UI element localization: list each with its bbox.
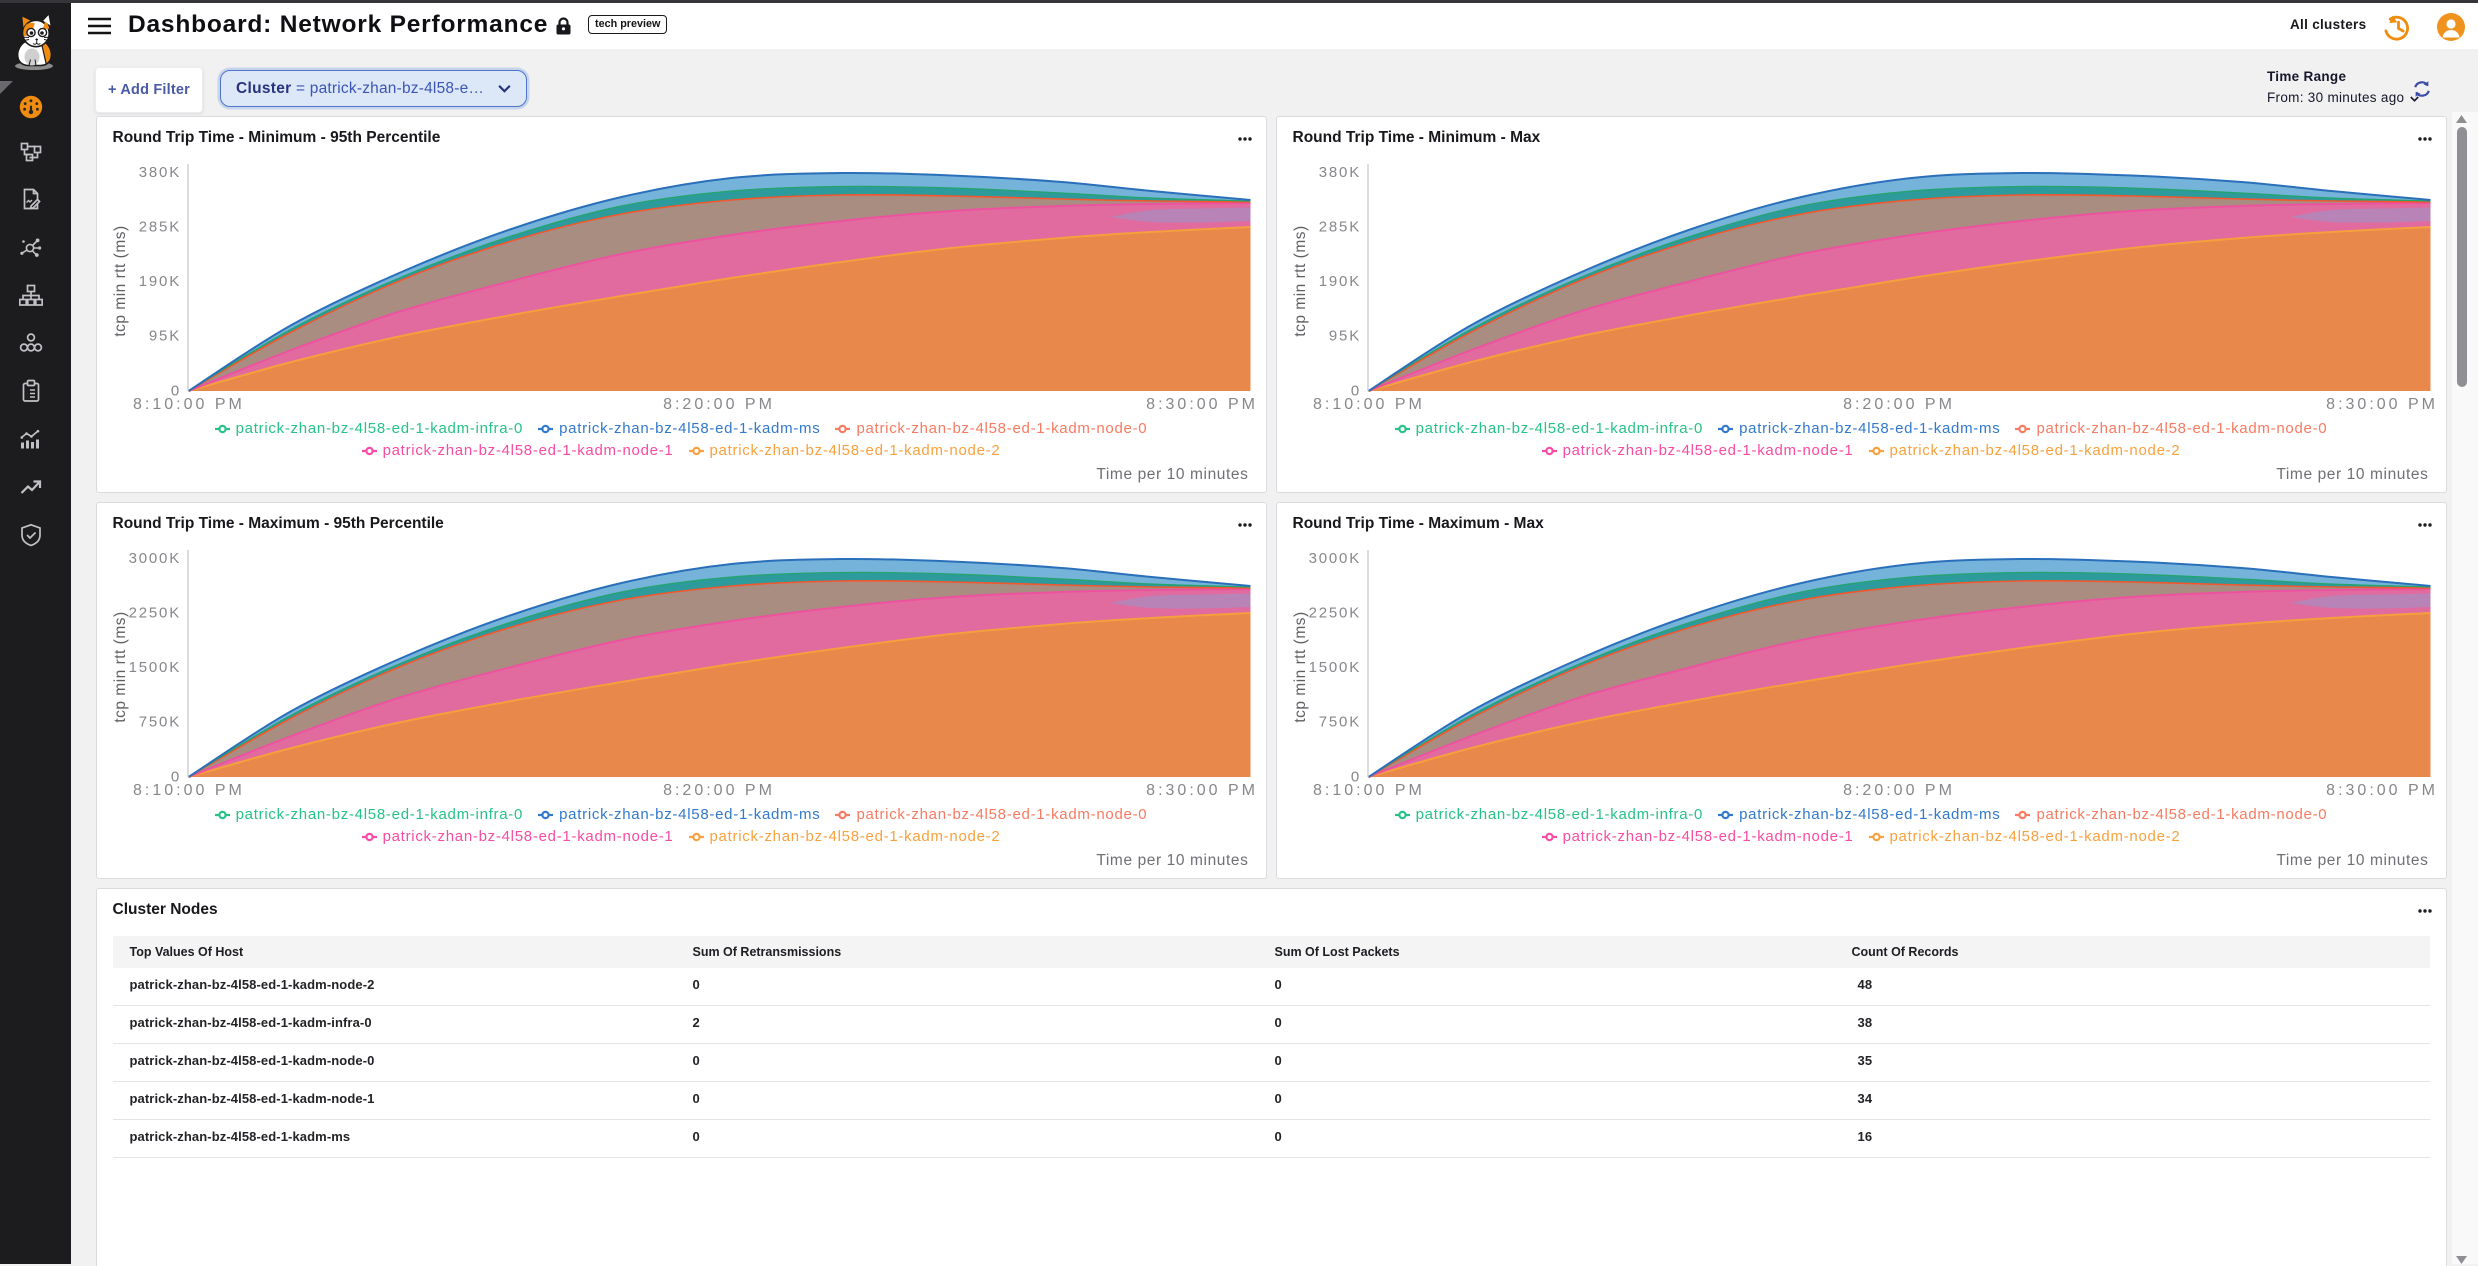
svg-text:2250K: 2250K bbox=[1308, 604, 1360, 621]
svg-text:750K: 750K bbox=[138, 714, 180, 731]
svg-text:8:20:00 PM: 8:20:00 PM bbox=[1843, 782, 1955, 799]
svg-text:2250K: 2250K bbox=[128, 604, 180, 621]
svg-text:190K: 190K bbox=[138, 273, 180, 290]
svg-text:0: 0 bbox=[1350, 383, 1360, 400]
svg-text:8:10:00 PM: 8:10:00 PM bbox=[1313, 782, 1425, 799]
svg-text:190K: 190K bbox=[1318, 273, 1360, 290]
svg-text:0: 0 bbox=[1350, 769, 1360, 786]
svg-text:tcp min rtt (ms): tcp min rtt (ms) bbox=[1292, 225, 1309, 336]
svg-text:8:10:00 PM: 8:10:00 PM bbox=[133, 396, 245, 413]
svg-text:8:20:00 PM: 8:20:00 PM bbox=[663, 396, 775, 413]
svg-text:8:30:00 PM: 8:30:00 PM bbox=[1146, 396, 1258, 413]
svg-text:1500K: 1500K bbox=[1308, 659, 1360, 676]
svg-text:8:20:00 PM: 8:20:00 PM bbox=[1843, 396, 1955, 413]
svg-text:750K: 750K bbox=[1318, 714, 1360, 731]
svg-text:3000K: 3000K bbox=[1308, 550, 1360, 567]
svg-text:8:10:00 PM: 8:10:00 PM bbox=[133, 782, 245, 799]
svg-text:tcp min rtt (ms): tcp min rtt (ms) bbox=[112, 225, 129, 336]
svg-text:0: 0 bbox=[170, 769, 180, 786]
svg-text:1500K: 1500K bbox=[128, 659, 180, 676]
svg-text:380K: 380K bbox=[1318, 164, 1360, 181]
svg-text:285K: 285K bbox=[138, 218, 180, 235]
svg-text:8:30:00 PM: 8:30:00 PM bbox=[1146, 782, 1258, 799]
svg-text:8:30:00 PM: 8:30:00 PM bbox=[2326, 782, 2438, 799]
svg-text:tcp min rtt (ms): tcp min rtt (ms) bbox=[112, 611, 129, 722]
svg-text:95K: 95K bbox=[148, 328, 180, 345]
svg-text:tcp min rtt (ms): tcp min rtt (ms) bbox=[1292, 611, 1309, 722]
svg-text:8:30:00 PM: 8:30:00 PM bbox=[2326, 396, 2438, 413]
svg-text:0: 0 bbox=[170, 383, 180, 400]
svg-text:95K: 95K bbox=[1328, 328, 1360, 345]
svg-text:380K: 380K bbox=[138, 164, 180, 181]
svg-text:285K: 285K bbox=[1318, 218, 1360, 235]
svg-text:8:20:00 PM: 8:20:00 PM bbox=[663, 782, 775, 799]
svg-text:3000K: 3000K bbox=[128, 550, 180, 567]
svg-text:8:10:00 PM: 8:10:00 PM bbox=[1313, 396, 1425, 413]
